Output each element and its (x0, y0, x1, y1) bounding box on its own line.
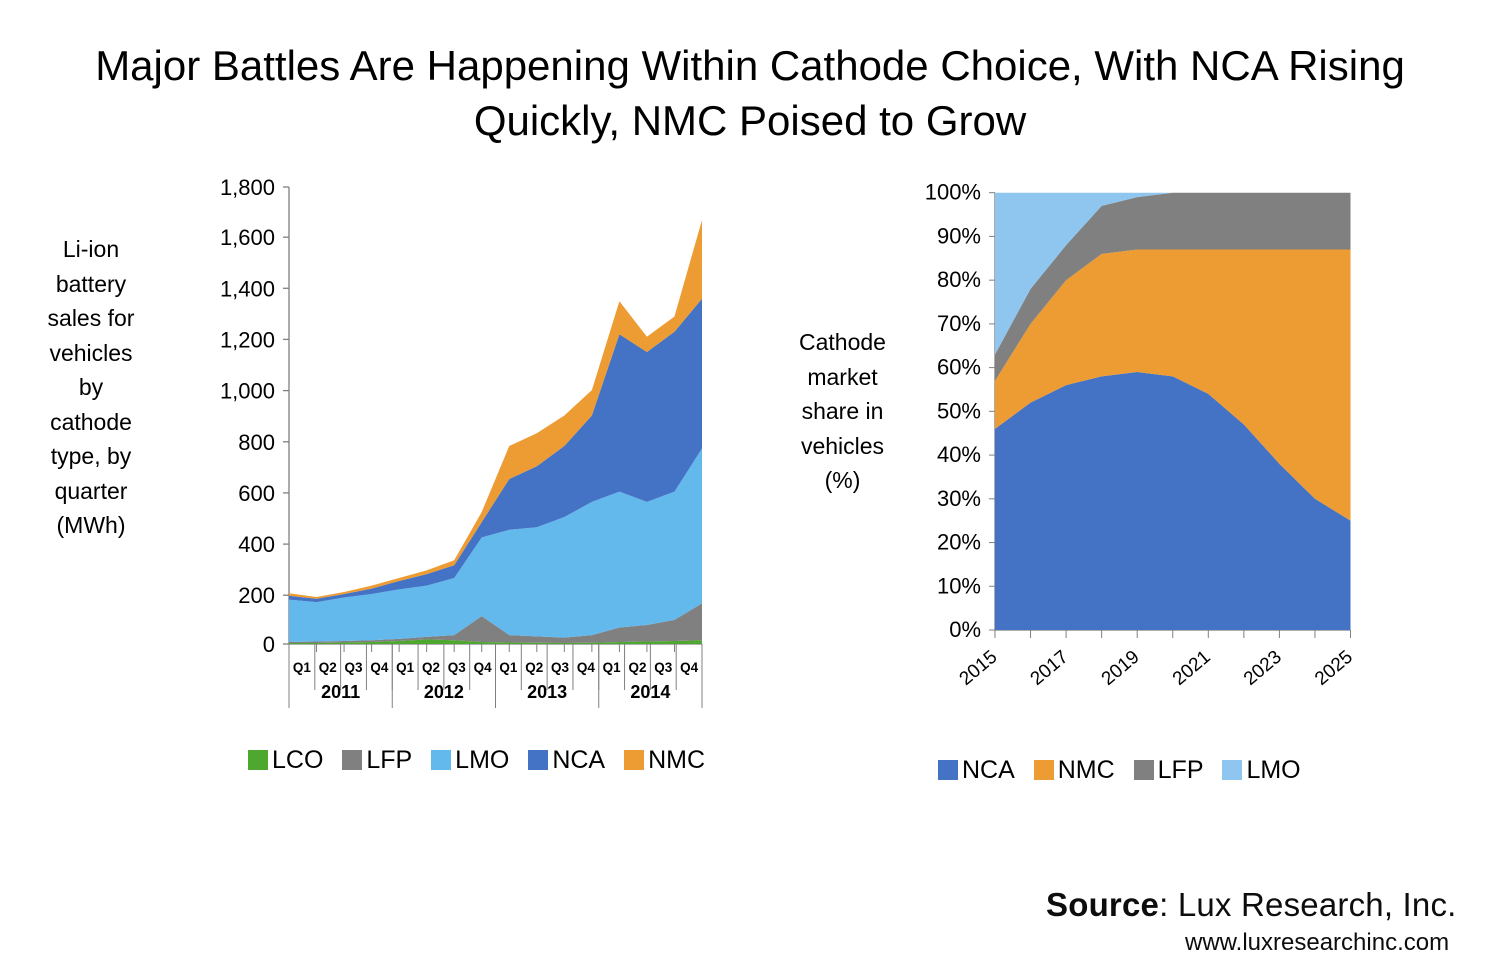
svg-text:2017: 2017 (1027, 647, 1073, 690)
svg-text:20%: 20% (937, 530, 981, 555)
svg-text:Q2: Q2 (319, 660, 337, 675)
svg-text:Q2: Q2 (525, 660, 543, 675)
svg-text:Q2: Q2 (628, 660, 646, 675)
svg-text:70%: 70% (937, 311, 981, 336)
svg-text:Q2: Q2 (422, 660, 440, 675)
svg-text:90%: 90% (937, 223, 981, 248)
svg-text:0: 0 (263, 632, 275, 657)
svg-text:400: 400 (238, 532, 275, 557)
svg-text:Q4: Q4 (577, 660, 596, 675)
svg-text:30%: 30% (937, 486, 981, 511)
svg-text:Q1: Q1 (603, 660, 622, 675)
svg-text:2023: 2023 (1240, 647, 1286, 690)
svg-text:2014: 2014 (630, 682, 670, 702)
svg-text:2019: 2019 (1098, 647, 1144, 690)
svg-text:Q3: Q3 (345, 660, 364, 675)
svg-text:200: 200 (238, 583, 275, 608)
svg-text:1,600: 1,600 (220, 225, 275, 250)
svg-text:Q4: Q4 (474, 660, 493, 675)
svg-text:2021: 2021 (1169, 647, 1215, 690)
svg-text:0%: 0% (949, 617, 981, 642)
svg-text:Q3: Q3 (551, 660, 570, 675)
svg-text:800: 800 (238, 430, 275, 455)
svg-text:Q4: Q4 (370, 660, 389, 675)
svg-text:Q3: Q3 (448, 660, 467, 675)
svg-text:2025: 2025 (1311, 647, 1357, 690)
svg-text:Q1: Q1 (293, 660, 312, 675)
svg-text:600: 600 (238, 481, 275, 506)
svg-text:2011: 2011 (321, 682, 360, 702)
svg-text:1,400: 1,400 (220, 276, 275, 301)
svg-text:50%: 50% (937, 398, 981, 423)
svg-text:100%: 100% (925, 180, 981, 205)
svg-text:10%: 10% (937, 573, 981, 598)
svg-text:Q1: Q1 (396, 660, 415, 675)
svg-text:80%: 80% (937, 267, 981, 292)
svg-text:2012: 2012 (424, 682, 464, 702)
svg-text:40%: 40% (937, 442, 981, 467)
svg-text:1,800: 1,800 (220, 175, 275, 200)
svg-text:2013: 2013 (527, 682, 567, 702)
svg-text:60%: 60% (937, 355, 981, 380)
svg-text:1,200: 1,200 (220, 327, 275, 352)
svg-text:Q3: Q3 (654, 660, 673, 675)
svg-text:1,000: 1,000 (220, 379, 275, 404)
svg-text:2015: 2015 (956, 647, 1002, 690)
svg-text:Q4: Q4 (680, 660, 699, 675)
svg-text:Q1: Q1 (499, 660, 518, 675)
